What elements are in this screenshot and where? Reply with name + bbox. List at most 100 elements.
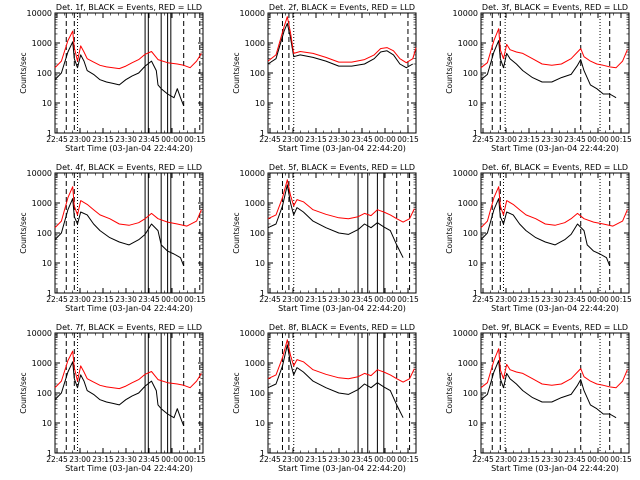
x-tick-label: 23:30 [541, 455, 563, 464]
events-series-line [267, 344, 404, 418]
y-tick-label: 10000 [240, 329, 265, 338]
x-tick-label: 23:15 [305, 455, 327, 464]
detector-panel: Det. 2f, BLACK = Events, RED = LLD 1 10 100… [232, 3, 419, 153]
y-axis-label: Counts/sec [19, 372, 28, 413]
events-series-line [54, 41, 185, 107]
events-series-line [54, 361, 185, 427]
y-tick-label: 10 [468, 419, 478, 428]
x-tick-label: 22:45 [472, 295, 494, 304]
x-tick-label: 00:15 [397, 295, 419, 304]
x-tick-label: 23:30 [328, 295, 350, 304]
y-tick-label: 1000 [458, 359, 478, 368]
y-tick-label: 1 [47, 289, 52, 298]
y-tick-label: 10 [42, 259, 52, 268]
x-tick-label: 23:15 [518, 295, 540, 304]
x-tick-label: 23:00 [495, 295, 517, 304]
lld-series-line [54, 350, 202, 390]
panel-title: Det. 1f, BLACK = Events, RED = LLD [56, 3, 202, 12]
x-tick-label: 23:00 [495, 135, 517, 144]
panel-title: Det. 2f, BLACK = Events, RED = LLD [269, 3, 415, 12]
x-tick-label: 23:00 [282, 135, 304, 144]
y-tick-label: 1000 [32, 199, 52, 208]
detector-panel: Det. 4f, BLACK = Events, RED = LLD 1 10 100… [19, 163, 206, 313]
x-tick-label: 22:45 [259, 295, 281, 304]
x-tick-label: 23:30 [115, 295, 137, 304]
x-tick-label: 00:15 [184, 135, 206, 144]
y-tick-label: 100 [37, 229, 52, 238]
detector-panel: Det. 8f, BLACK = Events, RED = LLD 1 10 100… [232, 323, 419, 473]
x-tick-label: 23:00 [69, 455, 91, 464]
y-tick-label: 1 [47, 129, 52, 138]
y-tick-label: 10 [42, 99, 52, 108]
x-tick-label: 23:00 [495, 455, 517, 464]
events-series-line [480, 360, 617, 419]
detector-panel: Det. 3f, BLACK = Events, RED = LLD 1 10 100… [445, 3, 632, 153]
x-tick-label: 00:00 [161, 295, 183, 304]
x-tick-label: 22:45 [259, 455, 281, 464]
y-tick-label: 100 [250, 229, 265, 238]
x-tick-label: 23:45 [138, 295, 160, 304]
x-tick-label: 23:15 [92, 455, 114, 464]
x-tick-label: 00:15 [610, 295, 632, 304]
x-tick-label: 22:45 [46, 295, 68, 304]
y-tick-label: 1 [473, 289, 478, 298]
x-tick-label: 23:15 [518, 455, 540, 464]
x-tick-label: 00:15 [184, 295, 206, 304]
x-tick-label: 00:15 [397, 455, 419, 464]
y-tick-label: 100 [37, 389, 52, 398]
x-tick-label: 23:15 [518, 135, 540, 144]
x-tick-label: 23:00 [69, 135, 91, 144]
x-tick-label: 00:00 [587, 455, 609, 464]
y-tick-label: 1 [473, 449, 478, 458]
y-axis-label: Counts/sec [445, 372, 454, 413]
y-tick-label: 1000 [245, 359, 265, 368]
x-tick-label: 23:45 [351, 135, 373, 144]
x-tick-label: 23:30 [328, 455, 350, 464]
y-tick-label: 10000 [27, 329, 52, 338]
lld-series-line [54, 30, 202, 70]
y-tick-label: 1000 [245, 199, 265, 208]
x-tick-label: 23:30 [115, 455, 137, 464]
lld-series-line [480, 28, 628, 69]
x-axis-label: Start Time (03-Jan-04 22:44:20) [491, 304, 619, 313]
detector-panel: Det. 6f, BLACK = Events, RED = LLD 1 10 100… [445, 163, 632, 313]
y-tick-label: 100 [463, 69, 478, 78]
x-tick-label: 22:45 [46, 455, 68, 464]
detector-panel: Det. 1f, BLACK = Events, RED = LLD 1 10 100… [19, 3, 206, 153]
lld-series-line [267, 339, 415, 383]
x-tick-label: 22:45 [259, 135, 281, 144]
y-tick-label: 100 [37, 69, 52, 78]
y-tick-label: 1000 [245, 39, 265, 48]
x-axis-label: Start Time (03-Jan-04 22:44:20) [278, 144, 406, 153]
x-tick-label: 23:45 [138, 455, 160, 464]
y-tick-label: 1000 [32, 39, 52, 48]
x-tick-label: 00:00 [374, 295, 396, 304]
panel-title: Det. 8f, BLACK = Events, RED = LLD [269, 323, 415, 332]
y-tick-label: 10000 [453, 169, 478, 178]
x-tick-label: 23:00 [282, 295, 304, 304]
y-tick-label: 10000 [453, 9, 478, 18]
axis-frame [480, 12, 630, 134]
x-tick-label: 00:00 [587, 135, 609, 144]
x-axis-label: Start Time (03-Jan-04 22:44:20) [491, 464, 619, 473]
y-tick-label: 10 [255, 259, 265, 268]
events-series-line [267, 184, 404, 258]
y-tick-label: 10000 [27, 169, 52, 178]
x-tick-label: 23:15 [305, 135, 327, 144]
detector-panel: Det. 7f, BLACK = Events, RED = LLD 1 10 100… [19, 323, 206, 473]
y-axis-label: Counts/sec [19, 52, 28, 93]
panel-title: Det. 7f, BLACK = Events, RED = LLD [56, 323, 202, 332]
y-axis-label: Counts/sec [232, 52, 241, 93]
x-tick-label: 23:30 [115, 135, 137, 144]
y-tick-label: 1 [260, 129, 265, 138]
y-tick-label: 10 [42, 419, 52, 428]
x-tick-label: 23:45 [564, 455, 586, 464]
y-tick-label: 1 [47, 449, 52, 458]
events-series-line [267, 22, 414, 69]
x-axis-label: Start Time (03-Jan-04 22:44:20) [65, 464, 193, 473]
y-tick-label: 100 [463, 229, 478, 238]
x-tick-label: 23:15 [305, 295, 327, 304]
x-tick-label: 00:00 [374, 135, 396, 144]
lld-series-line [480, 348, 628, 389]
